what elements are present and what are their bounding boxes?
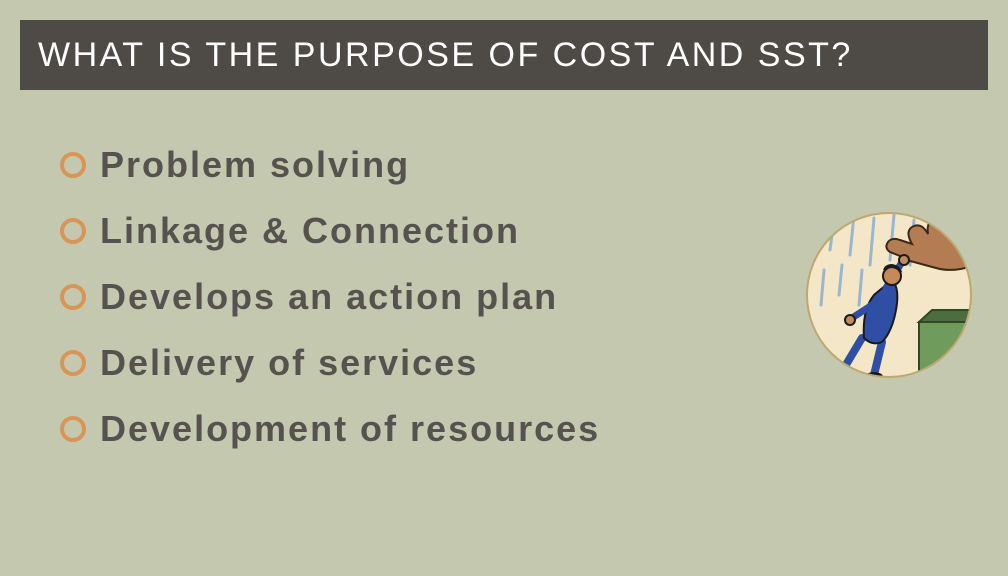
- title-bar: WHAT IS THE PURPOSE OF COST AND SST?: [20, 20, 988, 90]
- bullet-label: Development of resources: [100, 408, 600, 450]
- bullet-label: Develops an action plan: [100, 276, 558, 318]
- list-item: Development of resources: [60, 408, 948, 450]
- slide-title: WHAT IS THE PURPOSE OF COST AND SST?: [38, 36, 853, 75]
- bullet-label: Linkage & Connection: [100, 210, 520, 252]
- helping-hand-illustration: [804, 210, 974, 380]
- bullet-label: Delivery of services: [100, 342, 478, 384]
- bullet-ring-icon: [60, 218, 86, 244]
- bullet-ring-icon: [60, 350, 86, 376]
- bullet-ring-icon: [60, 284, 86, 310]
- bullet-ring-icon: [60, 416, 86, 442]
- bullet-ring-icon: [60, 152, 86, 178]
- bullet-label: Problem solving: [100, 144, 410, 186]
- list-item: Problem solving: [60, 144, 948, 186]
